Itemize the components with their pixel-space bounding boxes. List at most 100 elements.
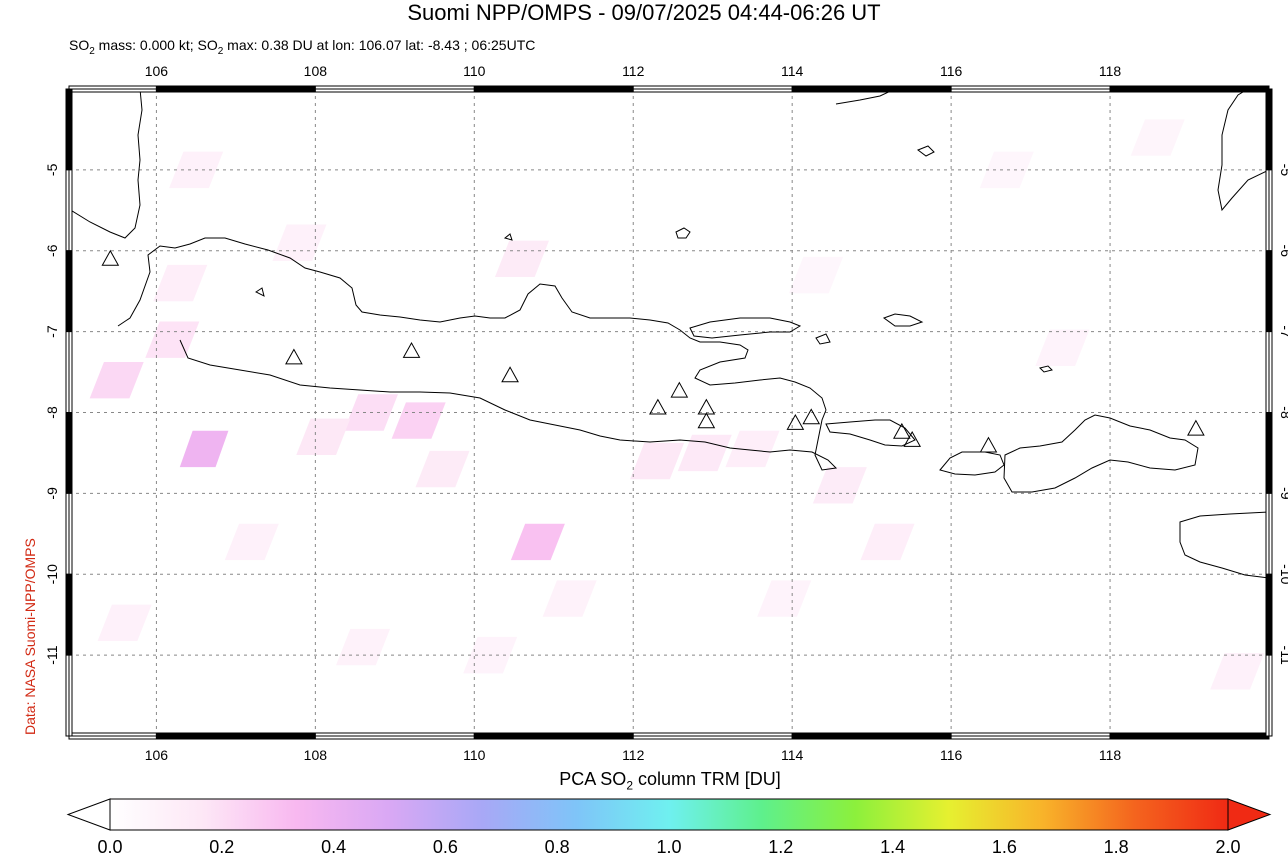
lat-label-right: -5 xyxy=(1278,164,1288,177)
lat-label-right: -11 xyxy=(1278,646,1288,665)
lat-label-right: -10 xyxy=(1278,564,1288,584)
lat-label-left: -10 xyxy=(44,564,60,584)
volcano-triangle-icon xyxy=(101,249,120,266)
so2-cell xyxy=(630,442,685,480)
lat-label-left: -11 xyxy=(44,645,60,664)
coast-bali xyxy=(825,419,916,447)
so2-cell xyxy=(145,321,200,358)
so2-cell xyxy=(725,430,780,468)
lat-label-left: -9 xyxy=(44,487,60,500)
so2-cell xyxy=(296,418,351,455)
so2-cell xyxy=(224,523,279,561)
coast-lombok xyxy=(939,451,1005,476)
so2-cell xyxy=(415,450,470,488)
map-title: Suomi NPP/OMPS - 09/07/2025 04:44-06:26 … xyxy=(407,0,881,25)
so2-cell xyxy=(789,256,844,294)
lat-label-right: -6 xyxy=(1278,245,1288,258)
lat-label-left: -5 xyxy=(44,163,60,176)
coast-sumba xyxy=(1179,511,1269,579)
coast-sulawesi xyxy=(1217,89,1269,212)
volcano-triangle-icon xyxy=(979,436,998,453)
lat-label-left: -7 xyxy=(44,325,60,338)
coastlines xyxy=(69,89,1269,579)
so2-cell xyxy=(1130,119,1185,156)
lon-label-bottom: 110 xyxy=(463,747,486,763)
lon-label-top: 110 xyxy=(463,63,486,79)
volcano-triangle-icon xyxy=(903,430,922,447)
coast-masalembo xyxy=(916,145,935,157)
so2-summary: SO2 mass: 0.000 kt; SO2 max: 0.38 DU at … xyxy=(69,37,536,57)
colorbar-tick-label: 1.0 xyxy=(656,837,681,855)
coast-kangean xyxy=(882,313,924,327)
so2-cell xyxy=(494,240,549,278)
lon-label-bottom: 116 xyxy=(940,747,963,763)
volcano-markers xyxy=(101,249,1205,453)
so2-cell xyxy=(391,402,446,439)
volcano-triangle-icon xyxy=(697,412,716,429)
lon-label-top: 116 xyxy=(940,63,963,79)
so2-cell xyxy=(812,467,867,504)
colorbar-tick-label: 0.8 xyxy=(545,837,570,855)
volcano-triangle-icon xyxy=(1187,419,1205,436)
lat-label-right: -9 xyxy=(1278,487,1288,500)
colorbar-tick-label: 0.0 xyxy=(97,837,122,855)
so2-cell xyxy=(153,264,208,302)
coast-islet-b xyxy=(815,333,831,345)
volcano-triangle-icon xyxy=(786,413,805,430)
coast-madura xyxy=(689,317,802,339)
map-frame xyxy=(65,85,1273,740)
axis-labels: 106 106 108 108 110 110 112 112 114 114 116 116 118 1… xyxy=(44,63,1288,763)
colorbar-tick-label: 1.6 xyxy=(992,837,1017,855)
colorbar: 0.0 0.2 0.4 0.6 0.8 1.0 1.2 1.4 1.6 1.8 2.0 xyxy=(66,798,1272,855)
so2-cell xyxy=(860,523,915,561)
lat-label-right: -8 xyxy=(1278,406,1288,419)
volcano-triangle-icon xyxy=(670,381,689,398)
lon-label-bottom: 114 xyxy=(781,747,804,763)
coast-java-south xyxy=(179,339,838,471)
so2-cell xyxy=(1210,653,1265,690)
coast-islet-a xyxy=(255,287,265,297)
lat-label-left: -6 xyxy=(44,244,60,257)
so2-cell xyxy=(510,523,565,561)
colorbar-tick-label: 2.0 xyxy=(1215,837,1240,855)
coast-sumatra-tip xyxy=(69,89,143,239)
colorbar-tick-label: 0.6 xyxy=(433,837,458,855)
graticule xyxy=(69,89,1269,736)
so2-cell xyxy=(677,434,732,472)
lon-label-bottom: 118 xyxy=(1099,747,1122,763)
volcano-triangle-icon xyxy=(892,422,911,439)
colorbar-tick-label: 1.4 xyxy=(880,837,905,855)
lat-label-left: -8 xyxy=(44,406,60,419)
so2-cell xyxy=(179,430,229,468)
lon-label-bottom: 112 xyxy=(622,747,645,763)
coast-java-north xyxy=(117,237,827,411)
lon-label-bottom: 106 xyxy=(145,747,169,763)
volcano-triangle-icon xyxy=(649,398,667,415)
lon-label-top: 108 xyxy=(304,63,328,79)
frame-border xyxy=(68,88,1270,737)
volcano-triangle-icon xyxy=(501,366,519,383)
coast-karimun xyxy=(503,233,513,241)
colorbar-title: PCA SO2 column TRM [DU] xyxy=(559,769,781,793)
lon-label-top: 118 xyxy=(1099,63,1122,79)
so2-cell xyxy=(89,361,144,399)
colorbar-tick-label: 1.2 xyxy=(768,837,793,855)
colorbar-tick-label: 0.4 xyxy=(321,837,346,855)
lon-label-top: 106 xyxy=(145,63,169,79)
so2-cell xyxy=(272,224,327,261)
colorbar-gradient xyxy=(109,798,1229,831)
so2-cell xyxy=(757,580,812,617)
colorbar-over-arrow xyxy=(1227,798,1272,831)
volcano-triangle-icon xyxy=(285,348,303,365)
so2-cell xyxy=(979,151,1034,189)
coast-islet-c xyxy=(1039,365,1053,373)
map-background xyxy=(69,89,1269,736)
colorbar-tick-label: 1.8 xyxy=(1104,837,1129,855)
so2-cell xyxy=(97,604,152,641)
colorbar-tick-label: 0.2 xyxy=(209,837,234,855)
colorbar-under-arrow xyxy=(66,798,111,831)
volcano-triangle-icon xyxy=(802,408,821,425)
lon-label-top: 114 xyxy=(781,63,804,79)
lat-label-right: -7 xyxy=(1278,325,1288,338)
